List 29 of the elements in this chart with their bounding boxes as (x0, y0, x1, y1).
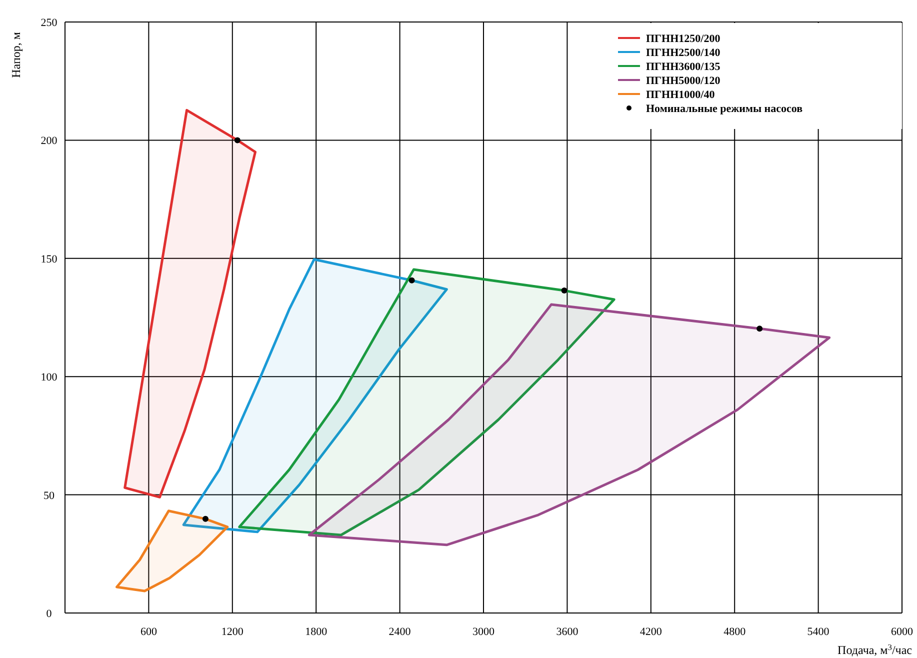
point (561, 288, 568, 294)
x-tick-label: 1800 (305, 626, 328, 638)
y-tick-label: 0 (46, 608, 52, 620)
y-tick-label: 250 (40, 17, 58, 29)
x-tick-label: 5400 (807, 626, 830, 638)
point (408, 277, 415, 284)
point (756, 326, 763, 332)
y-tick-label: 200 (40, 135, 58, 148)
x-tick-label: 2400 (388, 626, 412, 638)
legend-label: Номинальные режимы насосов (646, 103, 803, 115)
x-tick-label: 4200 (640, 626, 662, 638)
y-tick-label: 150 (40, 253, 58, 266)
y-tick-label: 100 (40, 372, 58, 384)
x-axis-title: Подача, м$^{3}$/час (838, 642, 912, 657)
y-axis-title: Напор, м (9, 32, 23, 78)
y-tick-label: 50 (44, 490, 55, 502)
x-tick-label: 6000 (891, 626, 914, 638)
point (202, 516, 208, 522)
x-tick-label: 4800 (724, 626, 746, 638)
legend-label: ПГНН1250/200 (646, 33, 721, 45)
x-tick-label: 3000 (472, 626, 495, 638)
x-tick-label: 1200 (221, 626, 244, 638)
legend-label: ПГНН1000/40 (646, 89, 716, 101)
legend-label: ПГНН2500/140 (646, 47, 721, 59)
point (234, 137, 240, 144)
x-tick-label: 3600 (556, 626, 579, 638)
legend-label: ПГНН5000/120 (646, 75, 721, 87)
legend-label: ПГНН3600/135 (646, 61, 721, 73)
x-tick-label: 600 (140, 626, 158, 638)
